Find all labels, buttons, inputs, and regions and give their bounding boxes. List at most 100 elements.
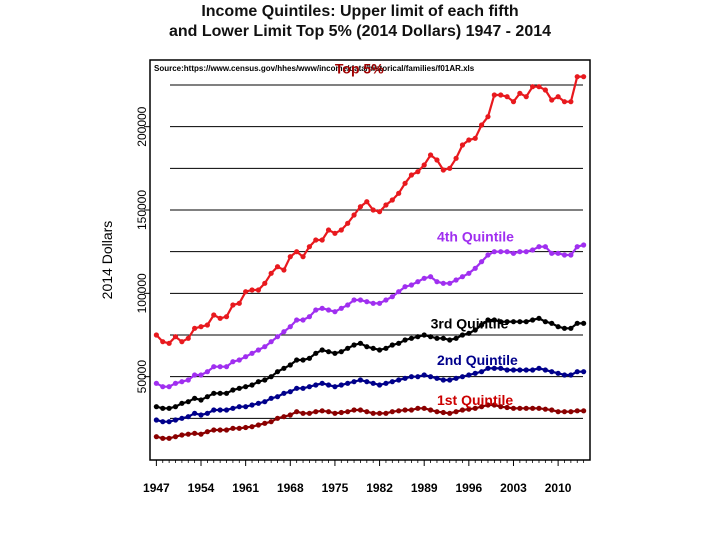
data-point xyxy=(294,357,300,363)
data-point xyxy=(389,294,395,300)
data-point xyxy=(204,322,210,328)
data-point xyxy=(536,405,542,411)
data-point xyxy=(153,380,159,386)
data-point xyxy=(325,382,332,388)
data-point xyxy=(478,369,485,375)
data-point xyxy=(236,404,242,410)
data-point xyxy=(338,409,344,416)
data-point xyxy=(498,319,504,325)
data-point xyxy=(466,330,472,336)
data-point xyxy=(530,84,536,90)
data-point xyxy=(485,252,491,258)
data-point xyxy=(440,409,446,416)
data-point xyxy=(466,270,472,276)
data-point xyxy=(332,230,338,236)
data-point xyxy=(376,300,383,306)
data-point xyxy=(281,390,287,396)
data-point xyxy=(517,249,523,255)
data-point xyxy=(255,347,262,353)
data-point xyxy=(370,410,376,416)
data-point xyxy=(211,407,217,413)
data-point xyxy=(510,99,517,105)
data-point xyxy=(223,407,230,413)
data-point xyxy=(268,374,274,380)
data-point xyxy=(332,350,338,356)
data-point xyxy=(472,265,478,271)
data-point xyxy=(542,87,548,93)
data-point xyxy=(549,407,555,413)
data-point xyxy=(325,349,332,355)
data-point xyxy=(536,244,542,250)
data-point xyxy=(396,377,402,383)
data-point xyxy=(268,395,274,401)
data-point xyxy=(440,335,446,341)
data-point xyxy=(243,424,249,431)
data-point xyxy=(198,431,204,437)
data-point xyxy=(466,137,472,143)
data-point xyxy=(351,297,357,303)
data-point xyxy=(230,359,236,365)
data-point xyxy=(415,405,421,411)
data-point xyxy=(561,372,568,378)
data-point xyxy=(249,287,255,293)
data-point xyxy=(172,334,179,340)
data-point xyxy=(306,244,313,250)
data-point xyxy=(478,122,485,128)
data-point xyxy=(338,227,344,233)
data-point xyxy=(357,204,364,210)
data-point xyxy=(313,382,319,388)
data-point xyxy=(185,335,191,341)
data-point xyxy=(581,369,587,375)
data-point xyxy=(491,92,497,98)
data-point xyxy=(345,409,351,415)
x-tick-label: 1968 xyxy=(277,481,304,495)
data-point xyxy=(313,307,319,313)
chart-title: Income Quintiles: Upper limit of each fi… xyxy=(0,2,720,42)
x-tick-label: 1954 xyxy=(188,481,215,495)
data-point xyxy=(402,284,408,290)
data-point xyxy=(287,254,293,260)
data-point xyxy=(166,435,172,441)
data-point xyxy=(160,339,166,345)
data-point xyxy=(249,382,255,388)
data-point xyxy=(396,289,402,295)
data-point xyxy=(211,312,217,318)
data-point xyxy=(198,397,204,403)
data-point xyxy=(287,324,293,330)
data-point xyxy=(396,190,402,196)
data-point xyxy=(453,375,459,381)
data-point xyxy=(555,94,561,100)
data-point xyxy=(338,305,344,311)
series-3rd-quintile xyxy=(153,315,587,411)
data-point xyxy=(396,340,402,346)
data-point xyxy=(555,324,561,330)
data-point xyxy=(274,264,281,270)
data-point xyxy=(574,408,580,414)
data-point xyxy=(523,367,529,373)
data-point xyxy=(262,280,268,286)
data-point xyxy=(338,382,344,388)
data-point xyxy=(370,345,376,351)
data-point xyxy=(542,244,548,250)
data-point xyxy=(192,430,198,436)
data-point xyxy=(243,354,249,360)
data-point xyxy=(198,412,204,418)
data-point xyxy=(383,202,389,208)
data-point xyxy=(530,247,536,253)
data-point xyxy=(459,374,466,380)
plot-frame xyxy=(149,59,591,461)
data-point xyxy=(370,300,376,306)
series-labels: Top 5% 4th Quintile 3rd Quintile 2nd Quinti… xyxy=(335,60,518,408)
data-point xyxy=(172,417,179,423)
data-point xyxy=(466,372,472,378)
y-tick-label: 100000 xyxy=(135,273,149,313)
data-point xyxy=(510,367,517,373)
data-point xyxy=(421,275,427,281)
data-point xyxy=(192,372,198,378)
data-point xyxy=(383,380,389,386)
data-point xyxy=(383,345,389,351)
data-point xyxy=(568,409,574,415)
data-point xyxy=(198,324,204,330)
data-point xyxy=(389,342,395,348)
data-point xyxy=(192,410,198,416)
